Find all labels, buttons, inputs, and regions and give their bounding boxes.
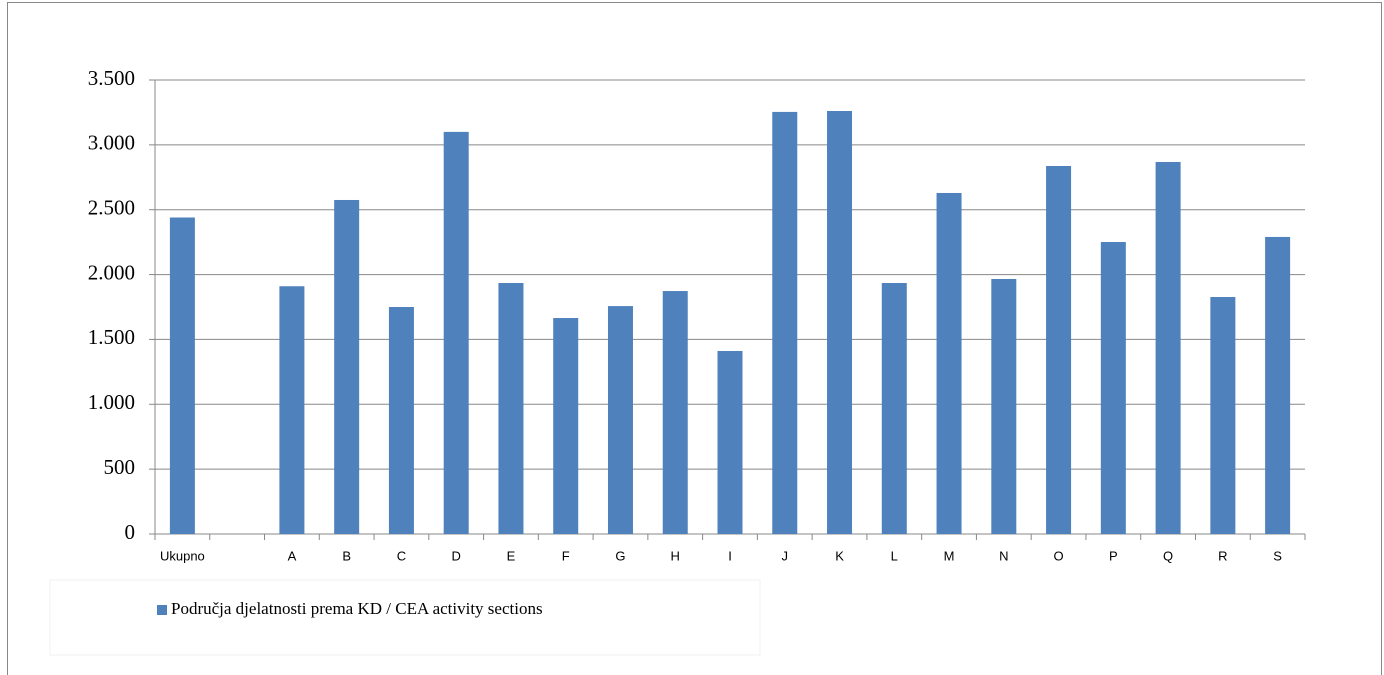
bar [1210, 297, 1236, 534]
x-tick-label: G [615, 548, 625, 563]
x-tick-label: I [728, 548, 732, 563]
bar [279, 286, 305, 534]
x-tick-label: K [835, 548, 844, 563]
bar [717, 350, 743, 534]
bar [443, 131, 469, 534]
bar [881, 283, 907, 534]
legend-box [49, 579, 761, 656]
bar [169, 217, 195, 535]
y-tick-label: 3.500 [88, 66, 135, 90]
bar [607, 306, 633, 534]
x-tick-label: E [507, 548, 516, 563]
x-tick-label: R [1218, 548, 1227, 563]
x-tick-label: A [288, 548, 297, 563]
x-tick-label: O [1054, 548, 1064, 563]
bar [334, 199, 360, 534]
bar [388, 307, 414, 534]
x-tick-label: Q [1163, 548, 1173, 563]
y-tick-label: 500 [104, 455, 136, 479]
y-tick-label: 1.500 [88, 325, 135, 349]
x-tick-label: D [451, 548, 460, 563]
x-tick-label: Ukupno [160, 548, 205, 563]
legend-swatch [157, 605, 167, 615]
chart-border [7, 2, 1382, 675]
bar [1046, 166, 1072, 535]
x-tick-label: F [562, 548, 570, 563]
x-tick-label: P [1109, 548, 1118, 563]
bar [553, 318, 579, 534]
y-tick-label: 1.000 [88, 390, 135, 414]
y-tick-label: 2.000 [88, 260, 135, 284]
x-tick-label: B [342, 548, 351, 563]
x-tick-label: M [944, 548, 955, 563]
x-tick-label: H [671, 548, 680, 563]
bar [936, 192, 962, 534]
bar [662, 291, 688, 534]
x-tick-label: S [1273, 548, 1282, 563]
x-tick-label: N [999, 548, 1008, 563]
bar [991, 278, 1017, 534]
bar [772, 111, 798, 534]
y-tick-label: 3.000 [88, 131, 135, 155]
bar [498, 283, 524, 534]
bar [1265, 236, 1291, 534]
x-tick-label: J [782, 548, 789, 563]
y-tick-label: 0 [125, 520, 136, 544]
x-tick-label: L [891, 548, 898, 563]
bar [1100, 242, 1126, 535]
x-tick-label: C [397, 548, 406, 563]
y-tick-label: 2.500 [88, 196, 135, 220]
bar [1155, 161, 1181, 534]
bar [827, 111, 853, 535]
legend-label: Područja djelatnosti prema KD / CEA acti… [171, 599, 543, 618]
